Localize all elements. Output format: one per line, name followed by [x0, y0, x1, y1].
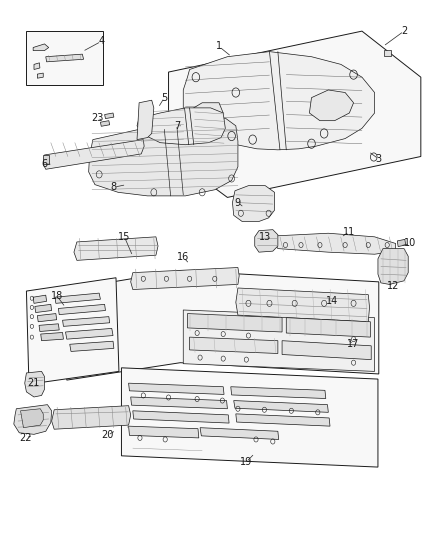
Polygon shape: [55, 293, 100, 303]
Text: 18: 18: [51, 291, 63, 301]
Polygon shape: [309, 90, 353, 120]
Text: 4: 4: [98, 36, 104, 46]
Polygon shape: [255, 230, 278, 252]
Text: 17: 17: [347, 340, 360, 349]
Text: 2: 2: [401, 26, 407, 36]
Text: 13: 13: [259, 232, 272, 242]
Polygon shape: [397, 239, 406, 247]
Polygon shape: [282, 341, 371, 360]
Text: 1: 1: [216, 42, 222, 52]
Text: 22: 22: [19, 433, 32, 443]
Text: 16: 16: [177, 252, 189, 262]
Text: 5: 5: [161, 93, 167, 103]
Polygon shape: [129, 426, 199, 438]
Text: 10: 10: [404, 238, 417, 248]
Bar: [25, 31, 103, 85]
Text: 9: 9: [235, 198, 241, 207]
Text: 23: 23: [91, 113, 103, 123]
Polygon shape: [37, 73, 43, 78]
Polygon shape: [43, 155, 49, 164]
Text: 6: 6: [42, 159, 48, 169]
Polygon shape: [58, 304, 106, 314]
Text: 12: 12: [387, 281, 400, 291]
Polygon shape: [33, 44, 49, 51]
Text: 3: 3: [376, 154, 382, 164]
Polygon shape: [137, 100, 154, 140]
Polygon shape: [43, 140, 144, 169]
Polygon shape: [52, 406, 131, 429]
Polygon shape: [41, 333, 64, 341]
Polygon shape: [33, 295, 46, 303]
Text: 8: 8: [111, 182, 117, 192]
Polygon shape: [100, 120, 110, 126]
Polygon shape: [26, 278, 119, 384]
Polygon shape: [187, 313, 282, 332]
Text: 19: 19: [240, 457, 252, 467]
Polygon shape: [63, 317, 110, 326]
Polygon shape: [121, 368, 378, 467]
Polygon shape: [74, 237, 158, 260]
Polygon shape: [236, 288, 370, 322]
Bar: [384, 50, 392, 55]
Polygon shape: [46, 54, 84, 62]
Polygon shape: [21, 409, 43, 427]
Text: 7: 7: [174, 121, 180, 131]
Polygon shape: [131, 397, 227, 409]
Polygon shape: [286, 318, 371, 337]
Polygon shape: [39, 324, 59, 332]
Polygon shape: [105, 113, 114, 119]
Polygon shape: [200, 427, 279, 439]
Polygon shape: [129, 383, 224, 394]
Polygon shape: [183, 310, 374, 372]
Text: 21: 21: [27, 378, 39, 388]
Polygon shape: [131, 268, 239, 289]
Polygon shape: [133, 411, 229, 423]
Polygon shape: [169, 31, 421, 197]
Polygon shape: [25, 372, 45, 397]
Polygon shape: [14, 405, 52, 434]
Polygon shape: [37, 313, 57, 322]
Polygon shape: [231, 387, 326, 399]
Text: 15: 15: [118, 232, 131, 242]
Polygon shape: [35, 304, 52, 312]
Polygon shape: [137, 108, 225, 145]
Polygon shape: [34, 63, 40, 69]
Polygon shape: [185, 103, 223, 127]
Polygon shape: [70, 341, 114, 351]
Text: 14: 14: [326, 296, 339, 306]
Polygon shape: [66, 328, 113, 339]
Polygon shape: [88, 118, 238, 196]
Polygon shape: [67, 271, 379, 380]
Polygon shape: [378, 248, 408, 285]
Polygon shape: [183, 52, 374, 150]
Polygon shape: [275, 233, 396, 254]
Polygon shape: [190, 337, 278, 353]
Text: 11: 11: [343, 227, 356, 237]
Text: 20: 20: [101, 430, 114, 440]
Polygon shape: [236, 414, 330, 426]
Polygon shape: [233, 185, 275, 222]
Polygon shape: [234, 401, 328, 413]
